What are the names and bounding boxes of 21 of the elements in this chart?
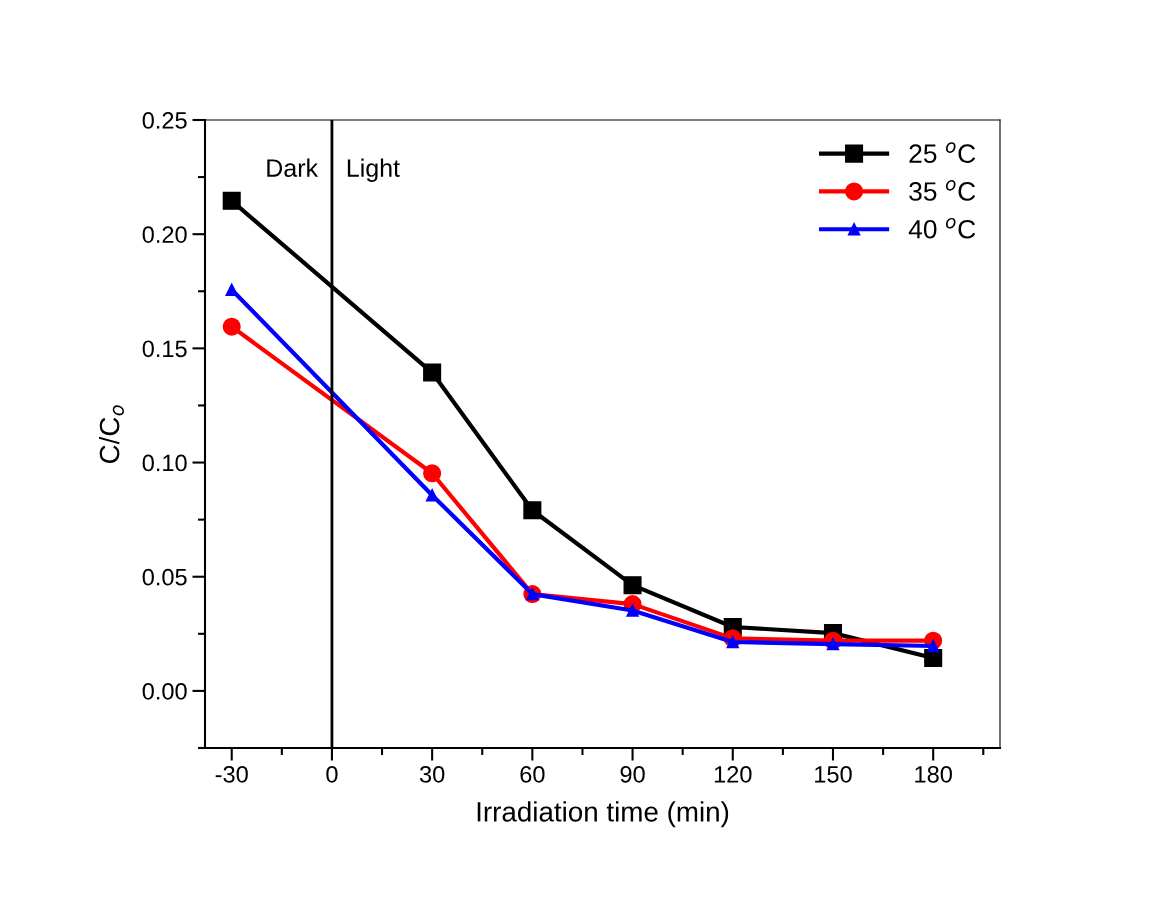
x-tick-label: 180: [915, 765, 952, 783]
y-tick-label: 0.25: [142, 112, 187, 129]
y-tick-label: 0.10: [142, 454, 187, 472]
y-tick-label: 0.00: [142, 682, 187, 700]
x-tick-label: 120: [714, 765, 752, 783]
legend-label: 35 $^{o}$C: [909, 180, 976, 201]
legend-label: 25 $^{o}$C: [909, 142, 976, 163]
x-tick-label: 90: [620, 765, 645, 783]
x-tick-label: 30: [419, 765, 445, 783]
x-tick-label: 150: [815, 765, 852, 783]
annotation: Light: [347, 158, 400, 182]
y-axis-title: C/C$_{o}$: [98, 405, 124, 464]
y-tick-label: 0.05: [142, 568, 187, 586]
x-tick-label: 60: [520, 765, 545, 783]
legend-label: 40 $^{o}$C: [908, 217, 976, 239]
y-tick-label: 0.20: [142, 226, 187, 243]
x-tick-label: 0: [326, 765, 338, 783]
y-tick-label: 0.15: [142, 340, 187, 358]
x-tick-label: -30: [215, 765, 248, 783]
x-axis-title: Irradiation time (min): [477, 801, 729, 828]
annotation: Dark: [267, 158, 319, 177]
